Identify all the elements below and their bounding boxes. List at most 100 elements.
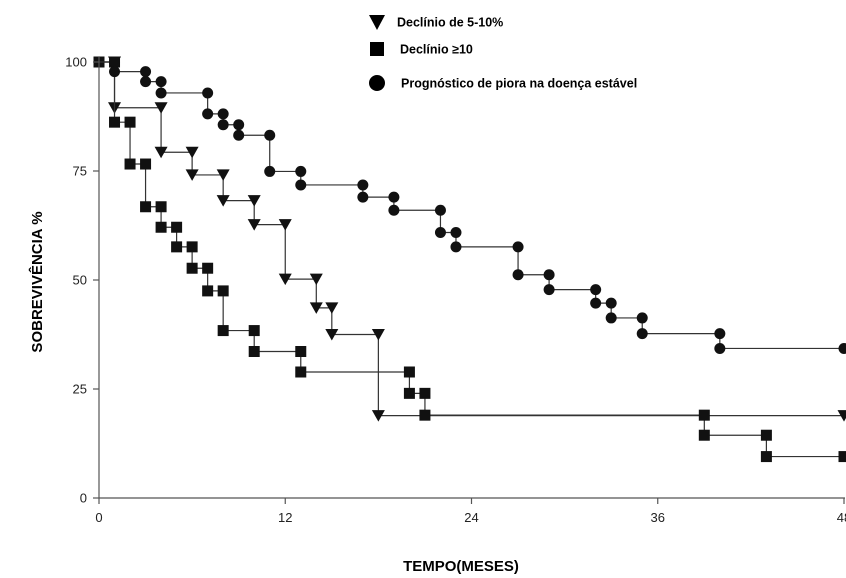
x-tick-label: 0 [95,510,102,525]
series-line [99,61,844,458]
circle-point [450,226,462,238]
square-point [124,116,136,128]
x-tick-label: 48 [837,510,846,525]
legend-square-icon [370,42,384,56]
triangle-down-point [309,302,323,314]
square-point [186,241,198,253]
circle-point [714,328,726,340]
triangle-down-point [278,219,292,231]
square-point [403,387,415,399]
circle-point [140,76,152,88]
legend-label-circle: Prognóstico de piora na doença estável [401,77,637,91]
triangle-down-point [185,146,199,159]
square-point [295,366,307,378]
x-axis-title: TEMPO(MESES) [403,558,519,575]
y-tick-label: 100 [65,55,87,70]
triangle-down-point [216,169,230,181]
triangle-down-point [371,329,385,341]
circle-point [295,165,307,177]
series-triangle-down [99,56,846,422]
circle-point [388,191,400,203]
square-point [838,451,846,463]
x-tick-label: 24 [464,510,478,525]
circle-point [109,56,121,68]
legend-label-square: Declínio ≥10 [400,43,473,57]
square-point [140,158,152,170]
square-point [295,346,307,358]
circle-point [357,191,369,203]
triangle-down-point [216,195,230,207]
square-point [248,346,260,358]
x-tick-label: 12 [278,510,292,525]
square-point [698,429,710,441]
triangle-down-point [837,410,846,422]
triangle-down-point [371,410,385,422]
y-tick-label: 0 [80,491,87,506]
y-tick-label: 75 [73,164,87,179]
square-point [109,116,121,128]
circle-point [512,269,524,281]
square-point [171,221,183,233]
circle-point [434,226,446,238]
square-point [419,387,431,399]
square-point [202,285,214,297]
square-point [186,262,198,274]
ticks-layer: 0 12 24 36 48 0 25 50 75 100 [65,55,846,526]
square-point [760,429,772,441]
triangle-down-point [247,195,261,207]
triangle-down-point [309,273,323,286]
circle-point [217,108,229,120]
circle-point [605,297,617,309]
circle-point [636,328,648,340]
circle-point [590,284,602,296]
circle-point [605,312,617,324]
circle-point [357,179,369,191]
circle-point [217,119,229,131]
triangle-down-point [247,219,261,231]
x-tick-label: 36 [651,510,665,525]
triangle-down-point [154,146,168,159]
square-point [140,201,152,213]
circle-point [636,312,648,324]
square-point [698,409,710,421]
circle-point [202,87,214,99]
circle-point [155,76,167,88]
series-circle [99,56,846,354]
circle-point [155,87,167,99]
circle-point [543,269,555,281]
square-point [217,325,229,337]
legend-circle-icon [369,75,385,91]
circle-point [295,179,307,191]
square-point [155,201,167,213]
square-point [155,221,167,233]
square-point [202,262,214,274]
circle-point [714,342,726,354]
triangle-down-point [154,102,168,114]
circle-point [264,165,276,177]
triangle-down-point [325,329,339,341]
square-point [217,285,229,297]
triangle-down-point [278,273,292,286]
circle-point [140,66,152,78]
circle-point [543,284,555,296]
axes-layer [98,57,845,499]
y-tick-label: 50 [73,273,87,288]
circle-point [434,204,446,216]
square-point [419,409,431,421]
square-point [124,158,136,170]
circle-point [233,129,245,141]
legend: Declínio de 5-10% Declínio ≥10 Prognóstico… [369,15,637,91]
square-point [403,366,415,378]
circle-point [202,108,214,120]
y-axis-title: SOBREVIVÊNCIA % [28,211,46,352]
circle-point [512,241,524,253]
legend-triangle-icon [369,15,385,30]
circle-point [590,297,602,309]
circle-point [233,119,245,131]
circle-point [264,129,276,141]
series-line [99,61,844,350]
circle-point [450,241,462,253]
circle-point [838,342,846,354]
square-point [248,325,260,337]
square-point [171,241,183,253]
